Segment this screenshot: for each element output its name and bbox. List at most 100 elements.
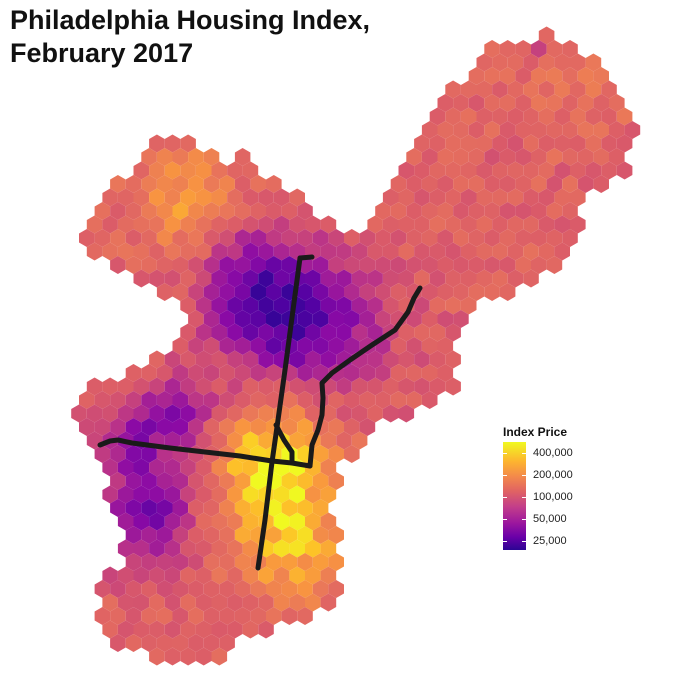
hex-cell — [445, 377, 461, 396]
hex-cell — [195, 431, 212, 450]
hex-cell — [437, 229, 454, 247]
hex-cell — [211, 296, 228, 315]
hex-cell — [172, 256, 189, 274]
hex-cell — [305, 323, 321, 342]
hex-cell — [297, 418, 313, 436]
hex-cell — [242, 539, 259, 558]
hex-cell — [149, 269, 165, 288]
hex-cell — [359, 229, 376, 247]
hex-cell — [258, 620, 274, 639]
hex-cell — [172, 634, 189, 652]
hex-cell — [344, 337, 360, 355]
hex-cell — [102, 620, 118, 639]
hex-cell — [273, 215, 290, 234]
hex-cell — [227, 188, 243, 207]
hex-cell — [164, 377, 181, 396]
hex-cell — [110, 229, 126, 247]
hex-cell — [117, 620, 134, 639]
hex-cell — [180, 539, 196, 558]
hex-cell — [234, 337, 251, 355]
hex-cell — [266, 310, 282, 328]
hex-cell — [414, 296, 430, 315]
hex-cell — [460, 80, 477, 99]
hex-cell — [460, 269, 477, 288]
hex-cell — [195, 188, 212, 207]
hex-cell — [421, 121, 438, 139]
hex-cell — [141, 634, 157, 652]
hex-cell — [133, 161, 150, 180]
hex-cell — [242, 620, 259, 639]
hex-cell — [585, 161, 602, 180]
hex-cell — [149, 593, 165, 612]
hex-cell — [211, 620, 228, 639]
hex-cell — [227, 404, 243, 423]
hex-cell — [499, 67, 516, 85]
hex-cell — [507, 80, 524, 99]
hex-cell — [570, 188, 586, 207]
hex-cell — [351, 323, 368, 342]
hex-cell — [593, 121, 609, 139]
hex-cell — [538, 215, 555, 234]
hex-cell — [227, 431, 243, 450]
hex-cell — [180, 458, 196, 477]
hex-cell — [421, 283, 438, 301]
hex-cell — [266, 337, 282, 355]
hex-cell — [141, 526, 157, 544]
hex-cell — [460, 161, 477, 180]
hex-cell — [312, 283, 329, 301]
hex-cell — [227, 566, 243, 585]
hex-cell — [172, 418, 189, 436]
hex-cell — [141, 580, 157, 598]
hex-cell — [297, 229, 313, 247]
hex-cell — [344, 364, 360, 382]
hex-cell — [492, 53, 508, 72]
hex-cell — [227, 296, 243, 315]
hex-cell — [492, 134, 508, 153]
hex-cell — [507, 215, 524, 234]
hex-cell — [305, 404, 321, 423]
hex-cell — [156, 391, 173, 409]
hex-cell — [538, 53, 555, 72]
hex-cell — [125, 472, 142, 490]
hex-cell — [273, 593, 290, 612]
hex-cell — [156, 202, 173, 220]
hex-cell — [141, 229, 157, 247]
hex-cell — [523, 215, 539, 234]
hex-cell — [468, 67, 485, 85]
hex-cell — [507, 134, 524, 153]
hex-cell — [359, 256, 376, 274]
hex-cell — [359, 310, 376, 328]
hex-cell — [242, 323, 259, 342]
hex-cell — [460, 296, 477, 315]
hex-cell — [164, 485, 181, 504]
hex-cell — [211, 458, 228, 477]
hex-cell — [281, 472, 298, 490]
hex-cell — [273, 323, 290, 342]
hex-cell — [460, 188, 477, 207]
hex-cell — [546, 256, 563, 274]
hex-cell — [562, 202, 578, 220]
hex-cell — [258, 242, 274, 261]
hex-cell — [211, 350, 228, 369]
hex-cell — [546, 67, 563, 85]
hex-cell — [164, 161, 181, 180]
hex-cell — [344, 256, 360, 274]
hex-cell — [336, 296, 352, 315]
hex-cell — [328, 445, 344, 463]
hex-cell — [554, 161, 570, 180]
hex-cell — [242, 161, 259, 180]
hex-cell — [188, 202, 204, 220]
hex-cell — [437, 202, 454, 220]
hex-cell — [453, 283, 469, 301]
hex-cell — [468, 148, 485, 166]
hex-cell — [258, 404, 274, 423]
hex-cell — [577, 121, 594, 139]
hex-cell — [398, 161, 415, 180]
hex-cell — [281, 418, 298, 436]
hex-cell — [515, 40, 531, 58]
hex-cell — [351, 404, 368, 423]
hex-cell — [172, 553, 189, 571]
hex-cell — [281, 499, 298, 517]
hex-cell — [273, 566, 290, 585]
